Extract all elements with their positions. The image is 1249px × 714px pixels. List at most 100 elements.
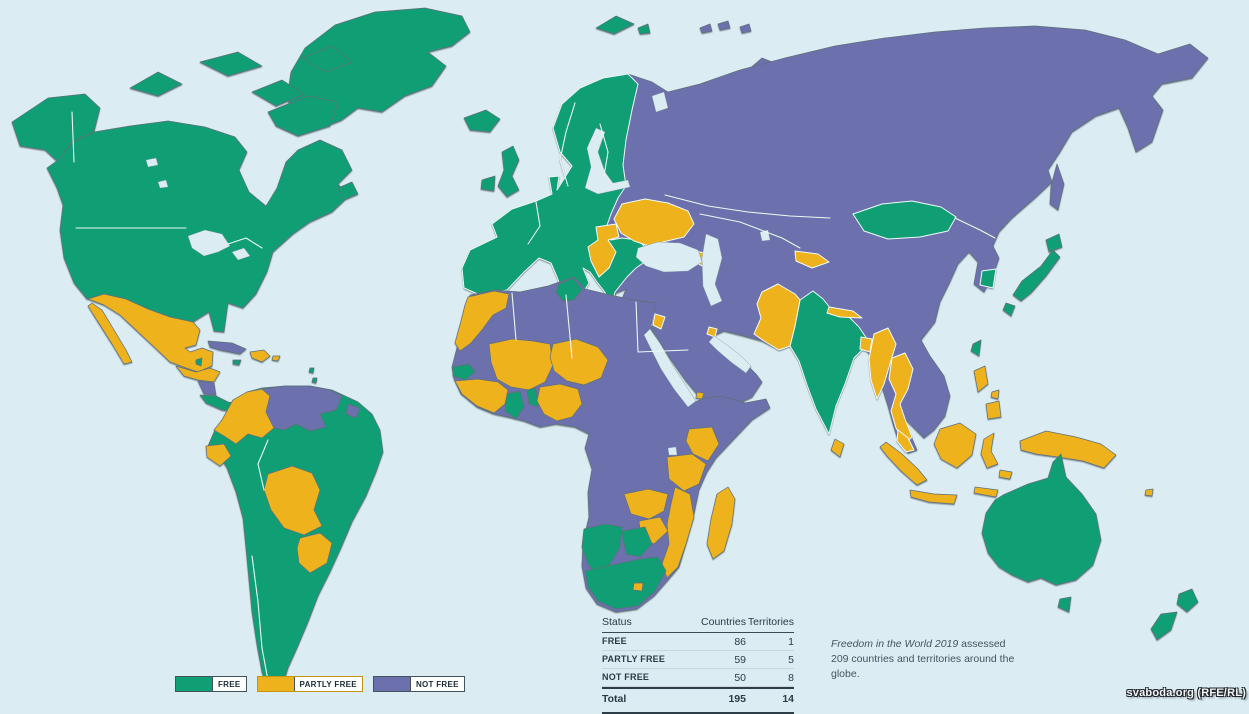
region-japan xyxy=(1002,233,1063,317)
row-free-label: FREE xyxy=(602,633,690,651)
lake-slave xyxy=(157,179,169,189)
col-header-countries: Countries xyxy=(690,615,746,633)
region-belize xyxy=(195,357,203,367)
row-partly-free-territories: 5 xyxy=(746,651,794,669)
region-niger xyxy=(549,338,609,386)
border-sahara-3 xyxy=(511,292,517,341)
region-ghana xyxy=(504,390,525,420)
region-south-america xyxy=(207,385,384,691)
row-not-free-countries: 50 xyxy=(690,669,746,687)
region-iceland xyxy=(463,109,501,133)
lake-victoria xyxy=(667,446,678,456)
region-arctic-islands xyxy=(129,45,353,137)
border-france-germany xyxy=(527,201,541,245)
table-bottom-rule xyxy=(602,710,794,714)
region-new-zealand xyxy=(1150,588,1199,641)
region-nigeria xyxy=(536,383,583,422)
region-malaysia xyxy=(896,429,915,453)
region-tasmania xyxy=(1057,596,1072,613)
border-sahara-1 xyxy=(565,294,573,359)
border-kazakh-south xyxy=(699,213,801,249)
legend-swatch-free xyxy=(176,677,212,691)
region-djibouti xyxy=(695,391,705,400)
legend: FREE PARTLY FREE NOT FREE xyxy=(175,676,465,692)
watermark: svaboda.org (RFE/RL) xyxy=(1126,687,1246,699)
legend-swatch-partly-free xyxy=(257,677,294,691)
region-franz-josef-land xyxy=(699,20,752,34)
caspian-sea xyxy=(701,233,723,307)
legend-label-free: FREE xyxy=(212,677,246,691)
row-total-countries: 195 xyxy=(690,687,746,708)
region-madagascar xyxy=(706,486,736,560)
row-free-territories: 1 xyxy=(746,633,794,651)
row-free-countries: 86 xyxy=(690,633,746,651)
region-bangladesh xyxy=(859,336,873,353)
region-morocco xyxy=(454,290,510,352)
border-alaska-canada xyxy=(71,111,75,163)
region-kyrgyzstan xyxy=(794,250,830,269)
region-sumatra xyxy=(879,441,928,486)
region-puerto-rico xyxy=(271,355,281,362)
region-newfoundland xyxy=(337,181,359,201)
region-nepal-bhutan xyxy=(826,306,863,319)
annotation: Freedom in the World 2019 assessed 209 c… xyxy=(831,637,1017,682)
border-sweden-finland xyxy=(599,123,609,177)
region-myanmar xyxy=(868,327,897,400)
region-botswana xyxy=(621,526,653,558)
region-mongolia xyxy=(852,200,957,240)
region-canada-usa xyxy=(46,120,353,333)
region-australia xyxy=(981,453,1102,586)
row-total-label: Total xyxy=(602,687,690,708)
region-south-korea xyxy=(979,268,997,289)
region-venezuela xyxy=(261,385,343,432)
region-namibia xyxy=(581,523,623,578)
region-pakistan xyxy=(753,283,801,351)
region-java xyxy=(909,489,958,505)
great-lakes xyxy=(187,229,251,261)
region-french-guiana xyxy=(345,403,361,419)
region-svalbard xyxy=(595,15,651,35)
region-lesotho xyxy=(632,582,644,592)
region-philippines xyxy=(973,365,1002,420)
col-header-territories: Territories xyxy=(746,615,794,633)
border-peru-brazil xyxy=(257,439,269,491)
persian-gulf xyxy=(708,335,752,374)
region-taiwan xyxy=(970,339,982,357)
legend-item-not-free: NOT FREE xyxy=(372,676,465,692)
status-table: Status Countries Territories FREE 86 1 P… xyxy=(602,615,794,714)
region-tunisia xyxy=(555,277,583,302)
region-mali xyxy=(488,338,554,391)
region-tanzania xyxy=(666,453,707,492)
region-bolivia xyxy=(263,465,323,536)
region-kenya xyxy=(685,426,720,462)
annotation-rest: assessed 209 countries and territories a… xyxy=(831,638,1015,680)
region-cuba xyxy=(207,340,247,355)
region-sri-lanka xyxy=(830,438,845,458)
row-total-territories: 14 xyxy=(746,687,794,708)
region-greenland xyxy=(286,7,471,129)
region-paraguay xyxy=(296,532,333,574)
border-china-russia xyxy=(954,217,996,239)
lake-bear xyxy=(145,157,159,168)
region-zambia xyxy=(623,488,669,520)
border-us-canada xyxy=(75,227,263,249)
region-ukraine xyxy=(613,198,695,247)
annotation-title: Freedom in the World 2019 xyxy=(831,638,959,650)
col-header-status: Status xyxy=(602,615,690,633)
red-sea xyxy=(643,328,697,408)
region-jordan xyxy=(652,313,666,330)
region-borneo xyxy=(933,422,977,469)
row-partly-free-label: PARTLY FREE xyxy=(602,651,690,669)
legend-swatch-not-free xyxy=(373,677,410,691)
region-jamaica xyxy=(232,359,242,366)
row-not-free-label: NOT FREE xyxy=(602,669,690,687)
region-colombia xyxy=(213,388,275,445)
border-russia-kazakh xyxy=(664,194,831,219)
legend-item-partly-free: PARTLY FREE xyxy=(256,676,363,692)
white-sea xyxy=(651,91,669,113)
region-sakhalin xyxy=(1049,163,1065,211)
region-guatemala-honduras xyxy=(175,365,221,383)
region-south-africa xyxy=(584,556,667,610)
